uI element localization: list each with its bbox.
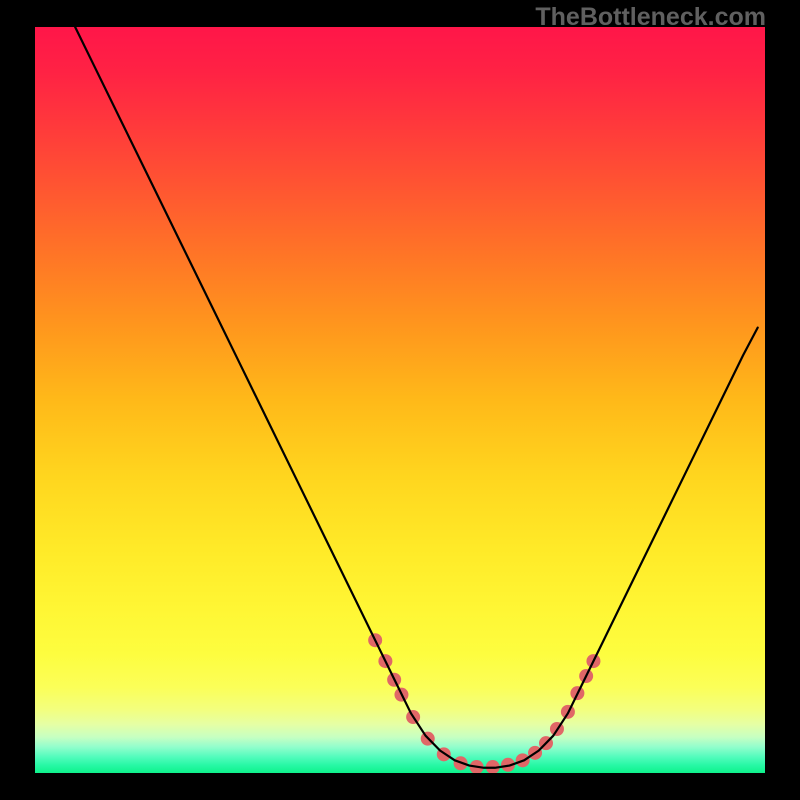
plot-svg <box>35 27 765 773</box>
frame-border-bottom <box>0 773 800 800</box>
plot-area <box>35 27 765 773</box>
gradient-background <box>35 27 765 773</box>
frame-border-right <box>765 0 800 800</box>
frame-border-left <box>0 0 35 800</box>
chart-frame: TheBottleneck.com <box>0 0 800 800</box>
watermark-text: TheBottleneck.com <box>535 3 766 32</box>
